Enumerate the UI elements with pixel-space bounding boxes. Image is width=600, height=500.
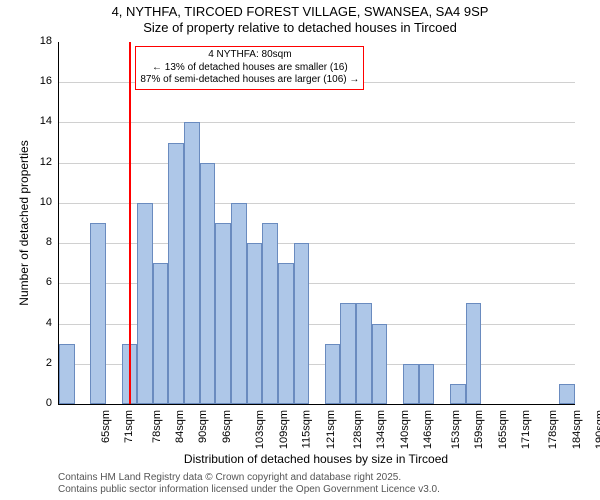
annotation-line: 4 NYTHFA: 80sqm <box>140 49 359 62</box>
x-tick-label: 171sqm <box>520 410 532 449</box>
y-tick-label: 6 <box>30 276 52 288</box>
x-tick-label: 184sqm <box>571 410 583 449</box>
histogram-bar <box>450 384 466 404</box>
y-tick-label: 16 <box>30 75 52 87</box>
histogram-bar <box>356 303 372 404</box>
x-tick-label: 103sqm <box>254 410 266 449</box>
x-tick-label: 84sqm <box>174 410 186 443</box>
gridline <box>59 122 575 123</box>
histogram-bar <box>466 303 482 404</box>
marker-line <box>129 42 131 404</box>
histogram-bar <box>200 163 216 404</box>
x-tick-label: 146sqm <box>423 410 435 449</box>
annotation-box: 4 NYTHFA: 80sqm← 13% of detached houses … <box>135 46 364 90</box>
histogram-bar <box>403 364 419 404</box>
x-tick-label: 96sqm <box>221 410 233 443</box>
histogram-bar <box>153 263 169 404</box>
y-tick-label: 0 <box>30 397 52 409</box>
chart-title-2: Size of property relative to detached ho… <box>0 20 600 35</box>
histogram-bar <box>231 203 247 404</box>
x-tick-label: 153sqm <box>450 410 462 449</box>
x-tick-label: 121sqm <box>325 410 337 449</box>
x-tick-label: 71sqm <box>123 410 135 443</box>
x-tick-label: 190sqm <box>595 410 600 449</box>
histogram-bar <box>168 143 184 404</box>
y-tick-label: 18 <box>30 35 52 47</box>
x-tick-label: 159sqm <box>473 410 485 449</box>
x-tick-label: 128sqm <box>352 410 364 449</box>
y-axis-label: Number of detached properties <box>17 123 31 323</box>
y-tick-label: 14 <box>30 115 52 127</box>
x-tick-label: 78sqm <box>151 410 163 443</box>
x-tick-label: 134sqm <box>376 410 388 449</box>
histogram-bar <box>247 243 263 404</box>
histogram-bar <box>340 303 356 404</box>
x-tick-label: 90sqm <box>197 410 209 443</box>
histogram-bar <box>559 384 575 404</box>
footer-line-1: Contains HM Land Registry data © Crown c… <box>58 472 401 483</box>
histogram-bar <box>90 223 106 404</box>
y-tick-label: 8 <box>30 236 52 248</box>
gridline <box>59 163 575 164</box>
annotation-line: 87% of semi-detached houses are larger (… <box>140 74 359 87</box>
y-tick-label: 2 <box>30 357 52 369</box>
histogram-bar <box>325 344 341 404</box>
histogram-bar <box>137 203 153 404</box>
histogram-bar <box>215 223 231 404</box>
chart-title-1: 4, NYTHFA, TIRCOED FOREST VILLAGE, SWANS… <box>0 4 600 19</box>
x-tick-label: 140sqm <box>399 410 411 449</box>
x-tick-label: 65sqm <box>100 410 112 443</box>
x-tick-label: 165sqm <box>497 410 509 449</box>
x-tick-label: 178sqm <box>548 410 560 449</box>
histogram-bar <box>184 122 200 404</box>
histogram-bar <box>372 324 388 404</box>
histogram-bar <box>262 223 278 404</box>
histogram-bar <box>294 243 310 404</box>
y-tick-label: 12 <box>30 156 52 168</box>
y-tick-label: 10 <box>30 196 52 208</box>
histogram-bar <box>419 364 435 404</box>
chart-plot-area: 4 NYTHFA: 80sqm← 13% of detached houses … <box>58 42 575 405</box>
x-tick-label: 115sqm <box>301 410 313 448</box>
histogram-bar <box>59 344 75 404</box>
footer-line-2: Contains public sector information licen… <box>58 484 440 495</box>
histogram-bar <box>278 263 294 404</box>
x-tick-label: 109sqm <box>278 410 290 449</box>
y-tick-label: 4 <box>30 317 52 329</box>
x-axis-label: Distribution of detached houses by size … <box>58 452 574 466</box>
annotation-line: ← 13% of detached houses are smaller (16… <box>140 62 359 75</box>
